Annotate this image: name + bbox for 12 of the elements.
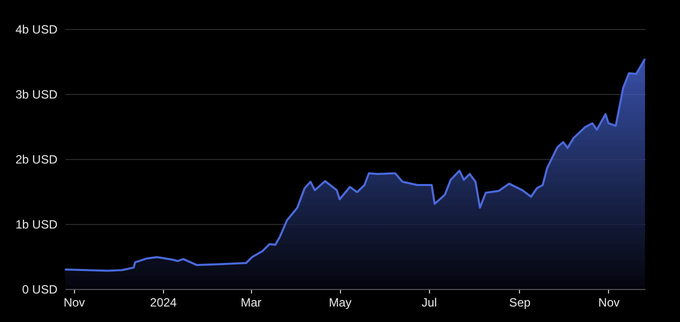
x-tick-label: May xyxy=(328,296,352,310)
x-tick-label: Mar xyxy=(240,296,262,310)
x-tick-label: Nov xyxy=(598,296,620,310)
x-tick-label: Sep xyxy=(509,296,531,310)
x-tick-label: 2024 xyxy=(150,296,178,310)
y-tick-label: 0 USD xyxy=(22,282,58,296)
y-tick-label: 2b USD xyxy=(15,152,58,166)
y-tick-label: 1b USD xyxy=(15,218,58,232)
y-tick-label: 4b USD xyxy=(15,22,58,36)
x-tick-label: Jul xyxy=(422,296,437,310)
x-tick-label: Nov xyxy=(64,296,85,310)
y-tick-label: 3b USD xyxy=(15,88,58,102)
